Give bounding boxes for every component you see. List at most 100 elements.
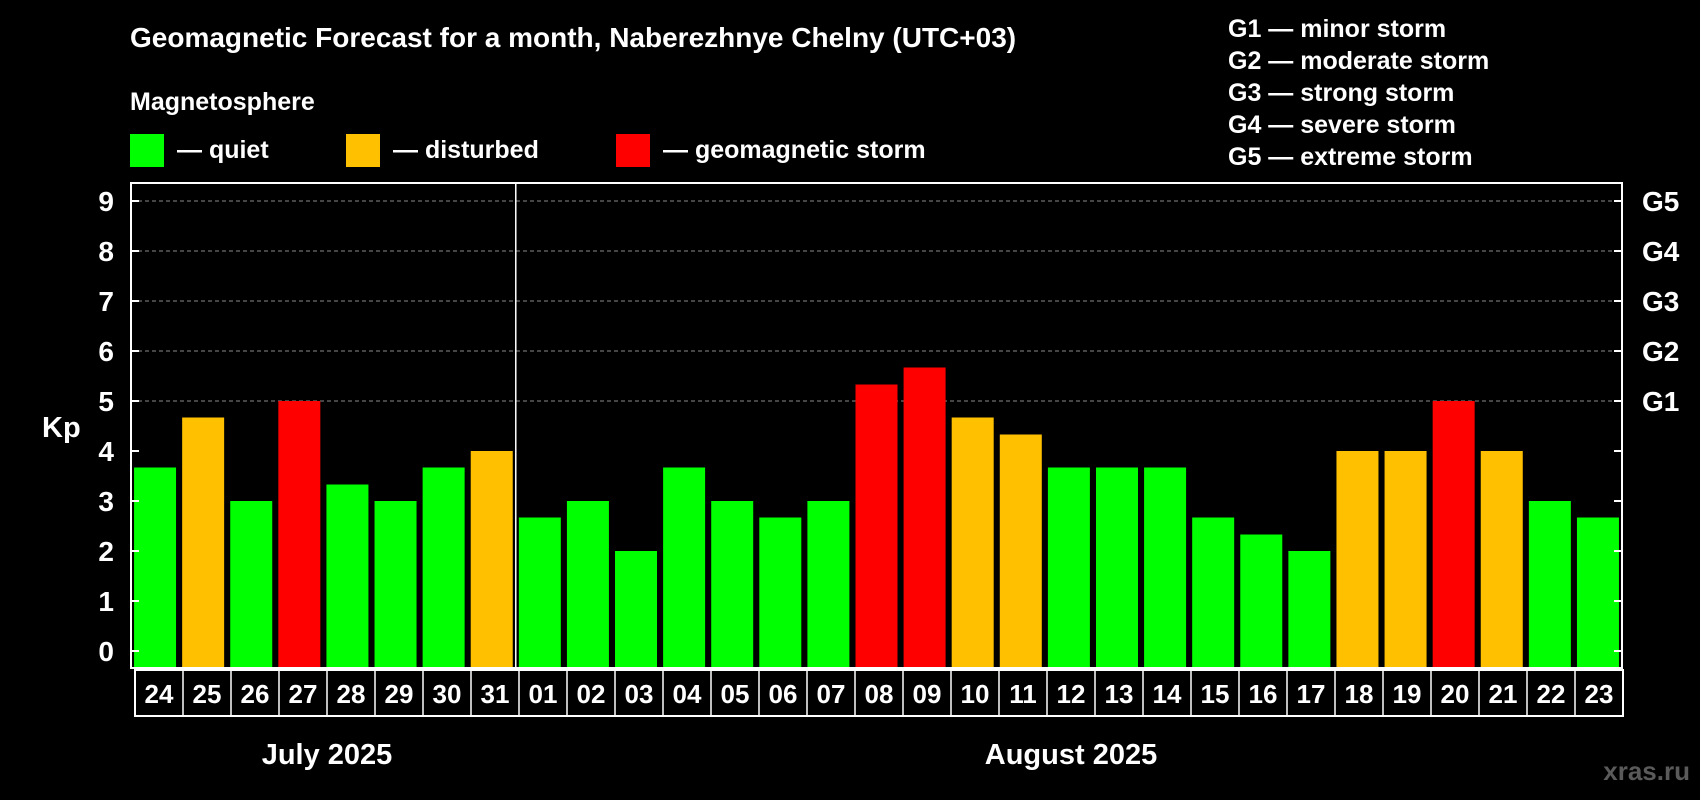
day-label-30: 30 (433, 679, 462, 709)
y-axis: 0 1 2 3 4 5 6 7 8 9 (98, 186, 139, 667)
bar-07 (807, 501, 850, 668)
bar-21 (1480, 451, 1523, 668)
bar-13 (1095, 467, 1138, 668)
day-label-09: 09 (913, 679, 942, 709)
day-label-17: 17 (1297, 679, 1326, 709)
grid-lines (131, 183, 1622, 668)
day-label-12: 12 (1057, 679, 1086, 709)
day-label-23: 23 (1585, 679, 1614, 709)
bar-11 (999, 434, 1042, 668)
day-label-31: 31 (481, 679, 510, 709)
legend-swatch-0 (130, 134, 164, 167)
bar-23 (1576, 517, 1619, 668)
bar-31 (470, 451, 513, 668)
storm-scale-legend: G1 — minor storm G2 — moderate storm G3 — … (1228, 15, 1489, 171)
bar-26 (230, 501, 273, 668)
day-label-29: 29 (385, 679, 414, 709)
legend-label-2: — geomagnetic storm (663, 136, 926, 164)
storm-level-label-G1: G1 (1642, 386, 1679, 417)
storm-scale-item: G1 — minor storm (1228, 15, 1446, 43)
bar-29 (374, 501, 417, 668)
bar-10 (951, 417, 994, 668)
month-label: July 2025 (262, 739, 393, 771)
day-label-19: 19 (1393, 679, 1422, 709)
storm-scale-item: G4 — severe storm (1228, 111, 1456, 139)
bar-06 (759, 517, 802, 668)
legend: — quiet — disturbed — geomagnetic storm (130, 134, 926, 167)
bar-17 (1288, 551, 1331, 668)
bar-03 (615, 551, 658, 668)
bar-08 (855, 384, 898, 668)
storm-axis: G1 G2 G3 G4 G5 (1614, 186, 1680, 652)
y-tick-label-1: 1 (98, 586, 114, 617)
bar-05 (711, 501, 754, 668)
day-label-25: 25 (193, 679, 222, 709)
day-label-20: 20 (1441, 679, 1470, 709)
day-label-14: 14 (1153, 679, 1182, 709)
day-label-22: 22 (1537, 679, 1566, 709)
day-label-05: 05 (721, 679, 750, 709)
day-label-02: 02 (577, 679, 606, 709)
bar-24 (134, 467, 177, 668)
bar-19 (1384, 451, 1427, 668)
y-tick-label-5: 5 (98, 386, 114, 417)
y-tick-label-9: 9 (98, 186, 114, 217)
day-label-26: 26 (241, 679, 270, 709)
x-axis: 24 25 26 27 28 29 30 31 01 02 03 04 05 06 07 08 09 10 11 12… (134, 669, 1624, 771)
storm-level-label-G2: G2 (1642, 336, 1679, 367)
storm-scale-item: G3 — strong storm (1228, 79, 1454, 107)
day-label-07: 07 (817, 679, 846, 709)
bar-30 (422, 467, 465, 668)
y-tick-label-4: 4 (98, 436, 114, 467)
legend-label-0: — quiet (177, 136, 269, 164)
y-tick-label-3: 3 (98, 486, 114, 517)
day-label-24: 24 (145, 679, 174, 709)
bar-04 (663, 467, 706, 668)
legend-label-1: — disturbed (393, 136, 539, 164)
month-label: August 2025 (985, 739, 1157, 771)
bar-14 (1144, 467, 1187, 668)
day-label-28: 28 (337, 679, 366, 709)
y-tick-label-6: 6 (98, 336, 114, 367)
y-tick-label-2: 2 (98, 536, 114, 567)
y-tick-label-0: 0 (98, 636, 114, 667)
bar-22 (1528, 501, 1571, 668)
bar-15 (1192, 517, 1235, 668)
storm-level-label-G3: G3 (1642, 286, 1679, 317)
day-label-13: 13 (1105, 679, 1134, 709)
legend-swatch-1 (346, 134, 380, 167)
day-label-11: 11 (1009, 679, 1037, 709)
day-label-08: 08 (865, 679, 894, 709)
y-tick-label-8: 8 (98, 236, 114, 267)
plot-border (130, 182, 1623, 669)
bar-16 (1240, 534, 1283, 668)
day-label-10: 10 (961, 679, 990, 709)
storm-level-label-G4: G4 (1642, 236, 1680, 267)
day-label-18: 18 (1345, 679, 1374, 709)
plot-frame (130, 182, 1623, 669)
bar-01 (518, 517, 561, 668)
day-label-06: 06 (769, 679, 798, 709)
day-label-16: 16 (1249, 679, 1278, 709)
legend-swatch-2 (616, 134, 650, 167)
bar-02 (566, 501, 609, 668)
day-row-frame (134, 669, 1624, 717)
bar-09 (903, 367, 946, 668)
chart-title: Geomagnetic Forecast for a month, Nabere… (130, 22, 1016, 53)
y-tick-label-7: 7 (98, 286, 114, 317)
day-label-15: 15 (1201, 679, 1230, 709)
bar-20 (1432, 401, 1475, 668)
y-axis-label: Kp (42, 412, 81, 444)
day-label-21: 21 (1489, 679, 1518, 709)
day-label-01: 01 (529, 679, 558, 709)
bar-27 (278, 401, 321, 668)
watermark: xras.ru (1603, 756, 1690, 786)
bar-12 (1047, 467, 1090, 668)
day-label-03: 03 (625, 679, 654, 709)
bars (134, 367, 1619, 668)
storm-scale-item: G5 — extreme storm (1228, 143, 1473, 171)
day-label-04: 04 (673, 679, 702, 709)
storm-scale-item: G2 — moderate storm (1228, 47, 1489, 75)
storm-level-label-G5: G5 (1642, 186, 1679, 217)
